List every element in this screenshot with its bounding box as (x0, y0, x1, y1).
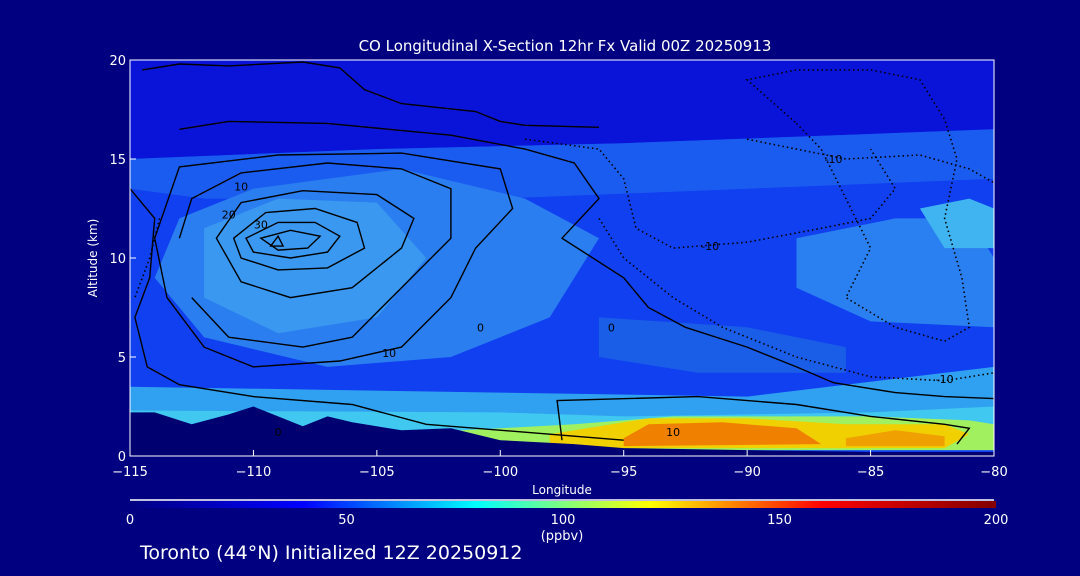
x-tick-label: −115 (112, 465, 148, 480)
contour-label: -10 (701, 240, 719, 253)
contour-label: 0 (275, 426, 282, 439)
contour-line-8 (245, 221, 341, 259)
y-tick-label: 20 (109, 54, 126, 69)
contour-label: -10 (825, 153, 843, 166)
terrain (130, 406, 994, 456)
x-tick-label: −80 (980, 465, 1007, 480)
colorbar-label: (ppbv) (541, 529, 584, 544)
contour-line-1 (129, 188, 624, 441)
contour-label: -10 (936, 373, 954, 386)
filled-region-0 (130, 60, 994, 159)
contour-label: 20 (222, 208, 236, 221)
colorbar-tick-label: 50 (338, 513, 355, 528)
x-tick-label: −90 (733, 465, 760, 480)
filled-region-6 (599, 317, 846, 373)
filled-region-5 (919, 198, 994, 249)
colorbar-ticks: 0 50 100 150 200 (126, 513, 1009, 528)
chart-title: CO Longitudinal X-Section 12hr Fx Valid … (359, 37, 772, 55)
contour-line-0 (142, 61, 600, 128)
colorbar-tick-label: 0 (126, 513, 134, 528)
footer-caption: Toronto (44°N) Initialized 12Z 20250912 (140, 542, 523, 564)
y-tick-label: 10 (109, 252, 126, 267)
filled-region-11 (623, 422, 822, 447)
y-axis: 0 5 10 15 20 (109, 54, 136, 465)
x-axis-label: Longitude (532, 483, 592, 497)
contour-label: 10 (234, 181, 248, 194)
contour-line-4 (153, 152, 514, 368)
contour-line-6 (215, 189, 415, 299)
contour-label: 30 (254, 218, 268, 231)
x-tick-label: −85 (857, 465, 884, 480)
colorbar-tick-label: 150 (767, 513, 792, 528)
contour-label: 0 (608, 321, 615, 334)
x-tick-label: −100 (482, 465, 518, 480)
contour-line-13 (598, 217, 995, 382)
contour-line-3 (178, 162, 452, 348)
contour-line-2 (179, 120, 995, 400)
contour-line-11 (524, 138, 897, 249)
contour-line-9 (259, 229, 322, 251)
colorbar-tick-label: 100 (551, 513, 576, 528)
contour-line-15 (134, 218, 161, 298)
colorbar-tick-label: 200 (984, 513, 1009, 528)
contour-line-10 (269, 234, 285, 247)
y-tick-label: 0 (118, 450, 126, 465)
y-tick-label: 5 (118, 351, 126, 366)
y-tick-label: 15 (109, 153, 126, 168)
filled-region-7 (130, 366, 994, 427)
x-tick-label: −105 (359, 465, 395, 480)
plot-area: 0 0 0 10 10 10 20 30 -10 -10 -10 (129, 60, 995, 456)
contour-line-5 (556, 395, 971, 445)
contour-line-7 (232, 207, 366, 271)
contour-label: 10 (666, 426, 680, 439)
x-tick-label: −110 (236, 465, 272, 480)
colorbar (130, 501, 996, 508)
contour-label: 10 (382, 347, 396, 360)
y-axis-label: Altitude (km) (86, 219, 100, 298)
x-tick-label: −95 (610, 465, 637, 480)
x-axis: −115 −110 −105 −100 −95 −90 −85 −80 (112, 450, 1008, 480)
contour-label: 0 (477, 321, 484, 334)
filled-region-12 (845, 430, 945, 447)
